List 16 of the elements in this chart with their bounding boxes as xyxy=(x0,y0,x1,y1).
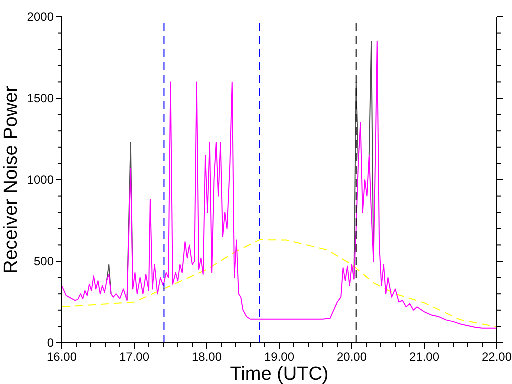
x-tick-label: 19.00 xyxy=(264,350,295,364)
x-tick-label: 17.00 xyxy=(119,350,150,364)
x-tick-label: 16.00 xyxy=(46,350,78,364)
y-tick-label: 1500 xyxy=(27,92,54,106)
x-tick-label: 20.00 xyxy=(336,350,368,364)
y-tick-label: 500 xyxy=(34,254,54,268)
x-tick-label: 22.00 xyxy=(482,350,512,364)
x-tick-label: 18.00 xyxy=(192,350,222,364)
y-tick-label: 1000 xyxy=(27,173,54,187)
line-series xyxy=(62,40,497,329)
y-tick-label: 2000 xyxy=(27,10,54,24)
x-tick-label: 21.00 xyxy=(409,350,440,364)
y-tick-label: 0 xyxy=(47,336,54,350)
x-axis-title: Time (UTC) xyxy=(230,364,329,384)
y-axis-title: Receiver Noise Power xyxy=(1,85,22,274)
line-series xyxy=(62,239,497,328)
